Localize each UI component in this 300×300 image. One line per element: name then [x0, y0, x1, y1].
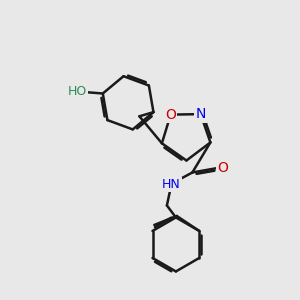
- Text: O: O: [217, 161, 228, 175]
- Text: N: N: [195, 107, 206, 121]
- Text: HN: HN: [162, 178, 181, 191]
- Text: HO: HO: [68, 85, 87, 98]
- Text: O: O: [165, 108, 176, 122]
